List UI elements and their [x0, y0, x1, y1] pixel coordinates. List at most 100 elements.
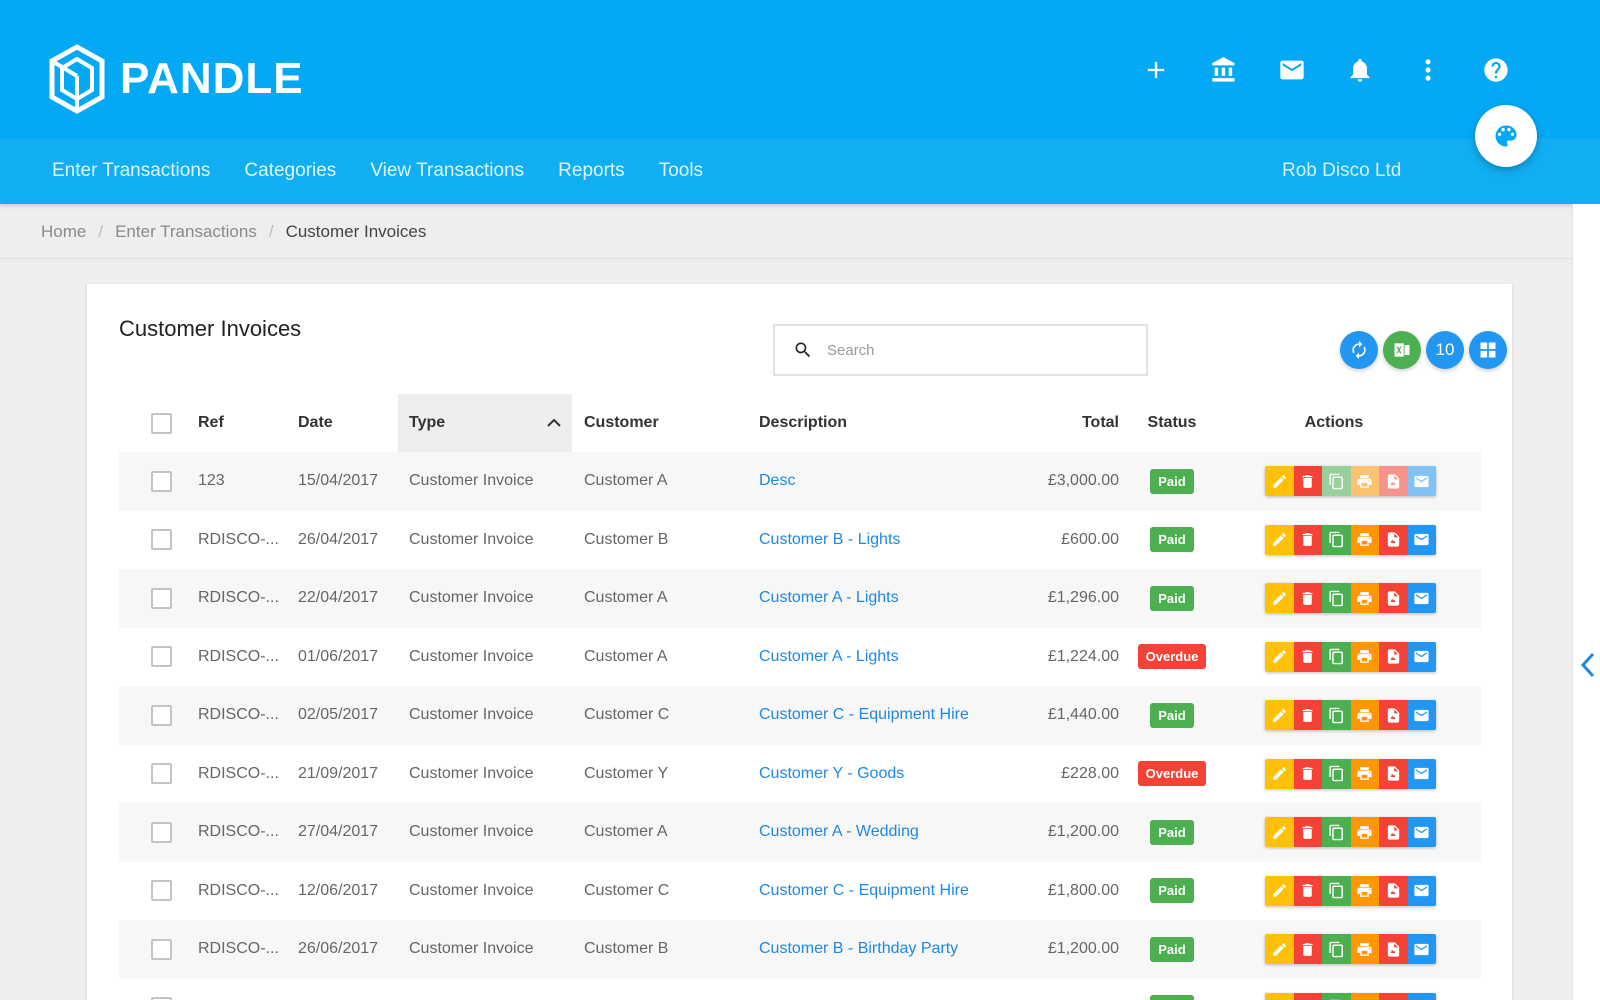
print-button[interactable]: [1350, 700, 1379, 731]
column-header-date[interactable]: Date: [298, 414, 333, 431]
delete-button[interactable]: [1293, 583, 1322, 614]
pdf-button[interactable]: [1379, 700, 1408, 731]
column-header-ref[interactable]: Ref: [198, 414, 224, 431]
email-button[interactable]: [1407, 758, 1436, 789]
breadcrumb-home[interactable]: Home: [41, 222, 87, 241]
edit-button[interactable]: [1265, 758, 1294, 789]
column-header-description[interactable]: Description: [759, 414, 848, 431]
email-button[interactable]: [1407, 641, 1436, 672]
delete-button[interactable]: [1293, 700, 1322, 731]
delete-button[interactable]: [1293, 466, 1322, 497]
edit-button[interactable]: [1265, 466, 1294, 497]
pdf-button[interactable]: [1379, 875, 1408, 906]
more-vert-icon[interactable]: [1394, 52, 1462, 88]
edit-button[interactable]: [1265, 817, 1294, 848]
plus-icon[interactable]: [1122, 52, 1190, 88]
page-size-button[interactable]: 10: [1426, 331, 1464, 369]
table-row[interactable]: RDISCO-... 03/08/2017 Customer Invoice C…: [119, 979, 1481, 1000]
copy-button[interactable]: [1322, 583, 1351, 614]
row-checkbox[interactable]: [151, 880, 172, 902]
table-row[interactable]: RDISCO-... 22/04/2017 Customer Invoice C…: [119, 569, 1481, 628]
breadcrumb-enter-transactions[interactable]: Enter Transactions: [115, 222, 257, 241]
pdf-button[interactable]: [1379, 758, 1408, 789]
nav-categories[interactable]: Categories: [244, 160, 337, 181]
print-button[interactable]: [1350, 934, 1379, 965]
edit-button[interactable]: [1265, 524, 1294, 555]
description-link[interactable]: Customer C - Equipment Hire: [759, 706, 969, 724]
column-header-type[interactable]: Type: [409, 414, 446, 431]
description-link[interactable]: Customer A - Wedding: [759, 823, 919, 841]
copy-button[interactable]: [1322, 466, 1351, 497]
delete-button[interactable]: [1293, 524, 1322, 555]
edit-button[interactable]: [1265, 934, 1294, 965]
print-button[interactable]: [1350, 641, 1379, 672]
print-button[interactable]: [1350, 992, 1379, 1000]
delete-button[interactable]: [1293, 934, 1322, 965]
email-button[interactable]: [1407, 817, 1436, 848]
description-link[interactable]: Customer C - Equipment Hire: [759, 881, 969, 899]
edit-button[interactable]: [1265, 583, 1294, 614]
table-row[interactable]: RDISCO-... 21/09/2017 Customer Invoice C…: [119, 745, 1481, 804]
email-button[interactable]: [1407, 466, 1436, 497]
columns-button[interactable]: [1469, 331, 1507, 369]
table-row[interactable]: 123 15/04/2017 Customer Invoice Customer…: [119, 452, 1481, 511]
pdf-button[interactable]: [1379, 992, 1408, 1000]
row-checkbox[interactable]: [151, 997, 172, 1000]
pdf-button[interactable]: [1379, 466, 1408, 497]
email-button[interactable]: [1407, 875, 1436, 906]
delete-button[interactable]: [1293, 758, 1322, 789]
email-button[interactable]: [1407, 700, 1436, 731]
table-row[interactable]: RDISCO-... 12/06/2017 Customer Invoice C…: [119, 862, 1481, 921]
description-link[interactable]: Customer A - Lights: [759, 589, 899, 607]
row-checkbox[interactable]: [151, 763, 172, 785]
description-link[interactable]: Customer A - Lights: [759, 647, 899, 665]
copy-button[interactable]: [1322, 934, 1351, 965]
edit-button[interactable]: [1265, 700, 1294, 731]
copy-button[interactable]: [1322, 700, 1351, 731]
nav-reports[interactable]: Reports: [558, 160, 625, 181]
delete-button[interactable]: [1293, 817, 1322, 848]
nav-tools[interactable]: Tools: [658, 160, 704, 181]
row-checkbox[interactable]: [151, 938, 172, 960]
description-link[interactable]: Customer B - Lights: [759, 530, 901, 548]
row-checkbox[interactable]: [151, 529, 172, 551]
description-link[interactable]: Desc: [759, 472, 796, 490]
mail-icon[interactable]: [1258, 52, 1326, 88]
edit-button[interactable]: [1265, 992, 1294, 1000]
print-button[interactable]: [1350, 875, 1379, 906]
column-header-total[interactable]: Total: [1081, 414, 1119, 431]
email-button[interactable]: [1407, 934, 1436, 965]
column-header-customer[interactable]: Customer: [584, 414, 659, 431]
copy-button[interactable]: [1322, 524, 1351, 555]
row-checkbox[interactable]: [151, 646, 172, 668]
pdf-button[interactable]: [1379, 524, 1408, 555]
pdf-button[interactable]: [1379, 641, 1408, 672]
bank-icon[interactable]: [1190, 52, 1258, 88]
help-icon[interactable]: [1462, 52, 1530, 88]
column-header-status[interactable]: Status: [1147, 414, 1197, 431]
description-link[interactable]: Customer B - Birthday Party: [759, 940, 959, 958]
delete-button[interactable]: [1293, 992, 1322, 1000]
row-checkbox[interactable]: [151, 587, 172, 609]
print-button[interactable]: [1350, 583, 1379, 614]
copy-button[interactable]: [1322, 875, 1351, 906]
description-link[interactable]: Customer A - Wedding: [759, 999, 919, 1000]
table-row[interactable]: RDISCO-... 26/06/2017 Customer Invoice C…: [119, 920, 1481, 979]
pandle-logo[interactable]: PANDLE: [48, 44, 304, 114]
copy-button[interactable]: [1322, 992, 1351, 1000]
side-panel-toggle[interactable]: [1572, 204, 1600, 1000]
table-row[interactable]: RDISCO-... 02/05/2017 Customer Invoice C…: [119, 686, 1481, 745]
description-link[interactable]: Customer Y - Goods: [759, 764, 905, 782]
print-button[interactable]: [1350, 758, 1379, 789]
email-button[interactable]: [1407, 583, 1436, 614]
company-name[interactable]: Rob Disco Ltd: [1282, 160, 1402, 181]
theme-palette-button[interactable]: [1475, 105, 1537, 167]
table-row[interactable]: RDISCO-... 01/06/2017 Customer Invoice C…: [119, 628, 1481, 687]
copy-button[interactable]: [1322, 817, 1351, 848]
delete-button[interactable]: [1293, 641, 1322, 672]
select-all-checkbox[interactable]: [151, 412, 172, 434]
chevron-up-icon[interactable]: [546, 415, 562, 431]
email-button[interactable]: [1407, 524, 1436, 555]
print-button[interactable]: [1350, 466, 1379, 497]
nav-view-transactions[interactable]: View Transactions: [370, 160, 525, 181]
